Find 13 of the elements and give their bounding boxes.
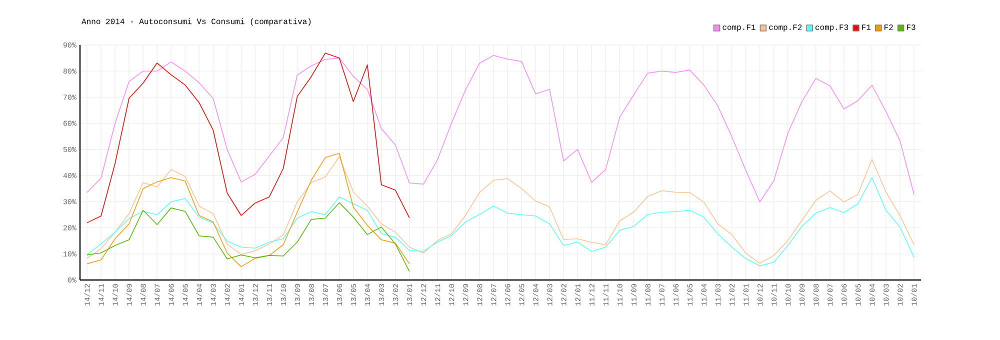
legend-label: F1 bbox=[862, 24, 871, 30]
line-series bbox=[86, 177, 914, 266]
legend-label: F2 bbox=[884, 24, 893, 30]
line-series bbox=[86, 55, 914, 202]
line-series bbox=[86, 152, 410, 268]
chart-title: Anno 2014 - Autoconsumi Vs Consumi (comparativa) bbox=[82, 18, 311, 26]
line-series bbox=[86, 156, 914, 264]
legend-label: comp.F2 bbox=[769, 24, 802, 32]
legend-label: comp.F3 bbox=[815, 24, 848, 32]
legend-label: F3 bbox=[906, 24, 916, 30]
line-series bbox=[86, 202, 410, 272]
legend-label: comp.F1 bbox=[722, 24, 756, 32]
line-series bbox=[86, 52, 410, 224]
